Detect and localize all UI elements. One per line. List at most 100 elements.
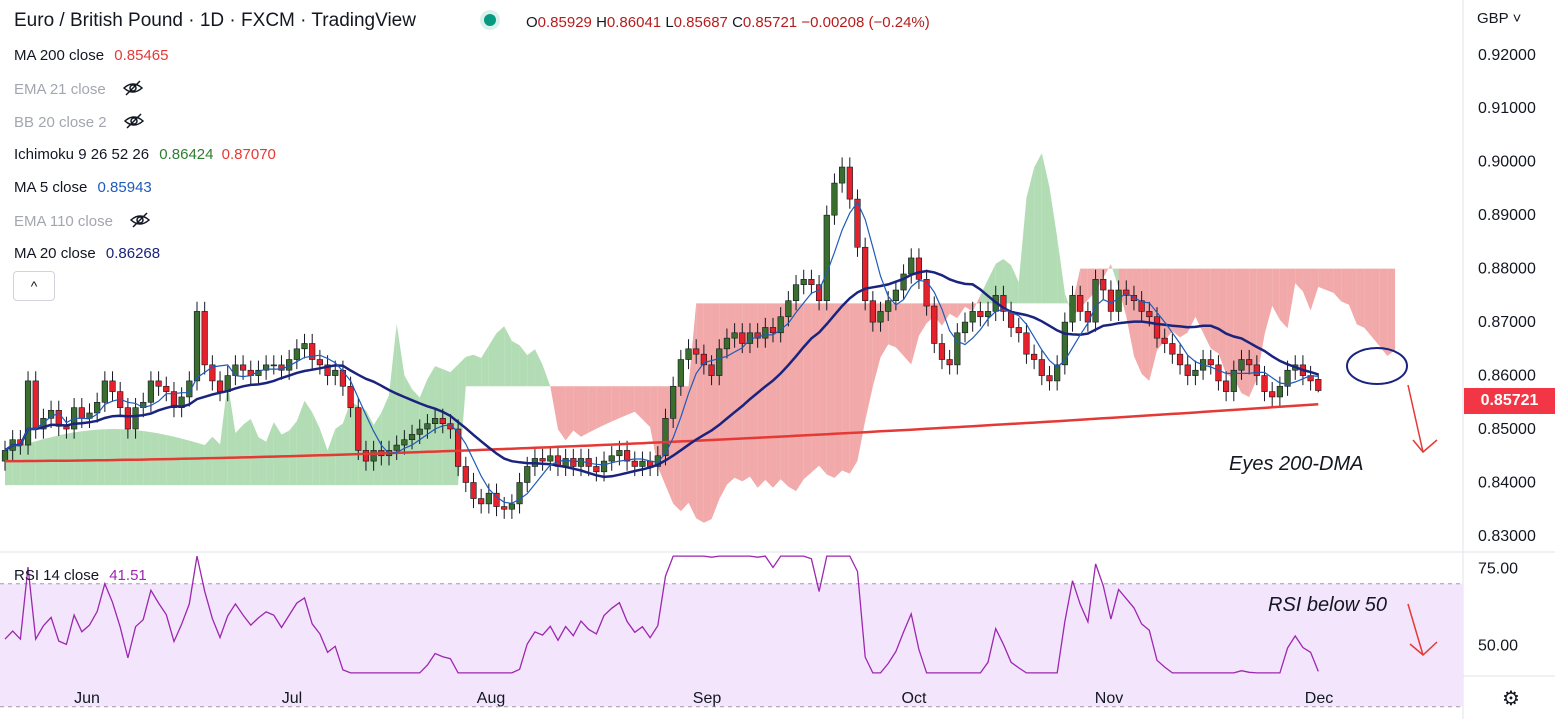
market-status-icon[interactable] — [484, 14, 496, 26]
candle-body — [946, 359, 953, 366]
symbol-title[interactable]: Euro / British Pound · 1D · FXCM · Tradi… — [14, 10, 416, 31]
cloud-segment — [58, 433, 67, 486]
cloud-segment — [465, 354, 474, 387]
candle-body — [1115, 289, 1122, 312]
price-tick-label: 0.86000 — [1478, 368, 1536, 385]
candle-body — [339, 369, 347, 387]
candle-body — [408, 434, 416, 441]
candle-body — [447, 423, 454, 430]
time-tick-label: Oct — [902, 690, 927, 707]
candle-body — [94, 401, 101, 414]
ma200-value: 0.85465 — [114, 47, 169, 64]
cloud-segment — [903, 303, 912, 365]
open-label: O — [526, 14, 538, 31]
cloud-segment — [1110, 264, 1119, 288]
legend-ma200[interactable]: MA 200 close 0.85465 — [14, 47, 168, 64]
cloud-segment — [711, 303, 720, 520]
candle-body — [1077, 295, 1084, 312]
cloud-segment — [865, 303, 873, 421]
cloud-segment — [780, 303, 789, 487]
ema110-label: EMA 110 close — [14, 212, 113, 230]
cloud-segment — [266, 422, 274, 486]
cloud-segment — [719, 303, 727, 500]
cloud-segment — [442, 369, 451, 486]
cloud-segment — [634, 386, 643, 420]
cloud-segment — [557, 386, 566, 441]
cloud-segment — [1349, 268, 1357, 325]
time-tick-label: Jun — [74, 690, 100, 707]
cloud-segment — [258, 437, 267, 486]
cloud-segment — [1325, 268, 1334, 293]
cloud-segment — [435, 366, 443, 486]
cloud-segment — [888, 303, 896, 348]
legend-ema21[interactable]: EMA 21 close — [14, 80, 144, 100]
legend-ma5[interactable]: MA 5 close 0.85943 — [14, 179, 152, 196]
cloud-segment — [1272, 268, 1280, 320]
hidden-eye-icon[interactable] — [122, 80, 144, 100]
annotation-rsi-below-50[interactable]: RSI below 50 — [1268, 594, 1387, 616]
currency-selector[interactable]: GBP ˅ — [1477, 10, 1522, 27]
cloud-segment — [1241, 268, 1250, 397]
cloud-segment — [642, 386, 651, 428]
axes: 0.92000 0.91000 0.90000 0.89000 0.88000 0.870… — [74, 47, 1536, 707]
drawings — [1346, 347, 1438, 657]
cloud-segment — [941, 303, 950, 326]
cloud-segment — [988, 263, 996, 304]
cloud-segment — [488, 333, 497, 387]
candle-body — [1223, 380, 1230, 392]
cloud-segment — [1295, 268, 1303, 292]
cloud-segment — [381, 395, 389, 486]
candle-body — [347, 385, 354, 408]
cloud-segment — [1279, 268, 1288, 329]
candle-body — [984, 311, 992, 318]
candle-body — [524, 466, 531, 483]
candle-body — [831, 182, 838, 216]
cloud-segment — [1387, 268, 1396, 357]
cloud-segment — [365, 410, 374, 486]
legend-ema110[interactable]: EMA 110 close — [14, 212, 151, 232]
cloud-segment — [726, 303, 735, 485]
cloud-segment — [120, 429, 128, 486]
candle-body — [163, 385, 170, 392]
legend-bb20[interactable]: BB 20 close 2 — [14, 113, 145, 133]
legend-ma20[interactable]: MA 20 close 0.86268 — [14, 245, 160, 262]
price-tick-label: 0.90000 — [1478, 154, 1536, 171]
candle-body — [1054, 364, 1061, 382]
cloud-segment — [281, 430, 290, 486]
legend-ichimoku[interactable]: Ichimoku 9 26 52 26 0.86424 0.87070 — [14, 146, 276, 163]
hidden-eye-icon[interactable] — [129, 212, 151, 232]
ema21-label: EMA 21 close — [14, 80, 106, 98]
cloud-segment — [173, 436, 182, 486]
cloud-segment — [304, 400, 313, 486]
cloud-segment — [565, 386, 574, 441]
legend-rsi[interactable]: RSI 14 close 41.51 — [14, 567, 147, 584]
candle-body — [577, 458, 585, 467]
cloud-segment — [604, 386, 612, 426]
annotation-eyes-200dma[interactable]: Eyes 200-DMA — [1229, 453, 1364, 475]
hidden-eye-icon[interactable] — [123, 113, 145, 133]
candle-body — [40, 418, 47, 430]
collapse-legend-button[interactable]: ^ — [13, 271, 55, 301]
candle-body — [416, 428, 423, 435]
candle-body — [854, 198, 861, 248]
candle-body — [1031, 353, 1038, 360]
candle-body — [731, 332, 738, 339]
cloud-segment — [1126, 268, 1134, 357]
cloud-segment — [481, 345, 489, 387]
cloud-segment — [511, 340, 520, 387]
cloud-segment — [1057, 237, 1065, 304]
cloud-segment — [834, 303, 843, 478]
cloud-segment — [504, 326, 512, 387]
cloud-segment — [373, 412, 382, 486]
cloud-segment — [995, 258, 1004, 304]
cloud-segment — [412, 389, 420, 486]
rsi-tick-label: 75.00 — [1478, 560, 1518, 577]
candle-body — [370, 450, 377, 462]
settings-gear-icon[interactable]: ⚙ — [1502, 688, 1520, 710]
candle-body — [263, 364, 270, 371]
candle-body — [316, 359, 323, 366]
cloud-segment — [220, 382, 228, 486]
cloud-segment — [273, 422, 282, 486]
candle-body — [547, 455, 554, 462]
